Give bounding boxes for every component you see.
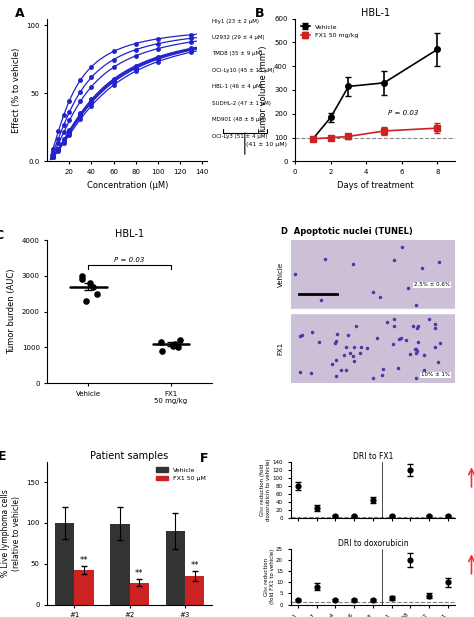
Text: E: E	[0, 450, 7, 463]
Text: HBL-1 (46 ± 4 μM): HBL-1 (46 ± 4 μM)	[212, 85, 263, 89]
Point	[350, 595, 358, 605]
Point	[87, 278, 94, 288]
Title: Patient samples: Patient samples	[91, 451, 169, 461]
Text: **: **	[191, 561, 199, 570]
Text: MD901 (48 ± 8 μM): MD901 (48 ± 8 μM)	[212, 117, 266, 122]
Bar	[55, 523, 74, 605]
X-axis label: Concentration (μM): Concentration (μM)	[87, 181, 168, 189]
Legend: Vehicle, FX1 50 μM: Vehicle, FX1 50 μM	[153, 465, 209, 484]
Title: HBL-1: HBL-1	[361, 8, 390, 18]
Point	[82, 296, 90, 306]
Y-axis label: % Live lymphoma cells
(relative to vehicle): % Live lymphoma cells (relative to vehic…	[1, 489, 21, 577]
Text: (41 ± 10 μM): (41 ± 10 μM)	[246, 142, 287, 147]
Point	[425, 511, 433, 521]
Y-axis label: Tumor burden (AUC): Tumor burden (AUC)	[7, 269, 16, 354]
Text: A: A	[16, 7, 25, 20]
Bar	[165, 531, 185, 605]
Point	[176, 335, 184, 345]
Point	[174, 342, 182, 352]
Y-axis label: GI₅₀ reduction (fold
doxorubicin to vehicle): GI₅₀ reduction (fold doxorubicin to vehi…	[260, 458, 271, 521]
Point	[294, 481, 302, 491]
Title: HBL-1: HBL-1	[115, 230, 144, 239]
Text: D  Apoptotic nuclei (TUNEL): D Apoptotic nuclei (TUNEL)	[281, 227, 412, 236]
Point	[157, 337, 165, 347]
Point	[425, 590, 433, 600]
Text: F: F	[200, 452, 209, 465]
Y-axis label: GI₅₀ reduction
(fold FX1 to vehicle): GI₅₀ reduction (fold FX1 to vehicle)	[264, 549, 274, 604]
Point	[78, 275, 85, 284]
Point	[444, 578, 451, 587]
Point	[332, 511, 339, 521]
Point	[406, 555, 414, 565]
Point	[89, 281, 97, 291]
Point	[158, 346, 166, 356]
Text: TMD8 (35 ± 9 μM): TMD8 (35 ± 9 μM)	[212, 51, 262, 56]
Point	[369, 495, 377, 505]
Text: 2.5% ± 0.6%: 2.5% ± 0.6%	[414, 283, 450, 288]
Point	[294, 595, 302, 605]
Point	[171, 339, 179, 349]
Point	[93, 289, 101, 299]
Text: P = 0.03: P = 0.03	[388, 110, 418, 116]
Bar	[110, 524, 129, 605]
Text: **: **	[80, 556, 88, 565]
Title: DRI to doxorubicin: DRI to doxorubicin	[337, 539, 408, 548]
Y-axis label: Effect (% to vehicle): Effect (% to vehicle)	[12, 48, 21, 133]
Legend: Vehicle, FX1 50 mg/kg: Vehicle, FX1 50 mg/kg	[298, 22, 361, 41]
Y-axis label: Tumor volume (mm³): Tumor volume (mm³)	[259, 46, 268, 135]
Text: OCI-Ly10 (45 ± 15 μM): OCI-Ly10 (45 ± 15 μM)	[212, 68, 274, 73]
Point	[332, 595, 339, 605]
Bar	[291, 315, 455, 383]
Bar	[291, 308, 455, 313]
Bar	[129, 582, 149, 605]
Text: U2932 (29 ± 4 μM): U2932 (29 ± 4 μM)	[212, 35, 264, 40]
Text: B: B	[255, 7, 264, 20]
Bar	[291, 240, 455, 308]
Text: OCI-Ly3 (51 ± 4 μM): OCI-Ly3 (51 ± 4 μM)	[212, 134, 267, 139]
Text: Hly1 (23 ± 2 μM): Hly1 (23 ± 2 μM)	[212, 19, 259, 23]
Point	[313, 582, 320, 592]
Text: **: **	[135, 569, 144, 578]
Text: Vehicle: Vehicle	[278, 262, 284, 287]
Bar	[185, 576, 204, 605]
Point	[388, 511, 395, 521]
Text: FX1: FX1	[278, 342, 284, 355]
Point	[444, 511, 451, 521]
Text: P = 0.03: P = 0.03	[114, 257, 145, 263]
Point	[313, 503, 320, 513]
Title: DRI to FX1: DRI to FX1	[353, 452, 393, 461]
Bar	[74, 570, 93, 605]
Point	[78, 271, 85, 281]
Point	[350, 511, 358, 521]
Point	[388, 593, 395, 603]
Text: C: C	[0, 229, 4, 242]
Point	[406, 465, 414, 474]
Text: SUDHL-2 (47 ± 1 μM): SUDHL-2 (47 ± 1 μM)	[212, 101, 271, 106]
Text: 10% ± 1%: 10% ± 1%	[421, 372, 450, 378]
X-axis label: Days of treatment: Days of treatment	[337, 181, 413, 189]
Point	[369, 595, 377, 605]
Point	[169, 341, 176, 350]
